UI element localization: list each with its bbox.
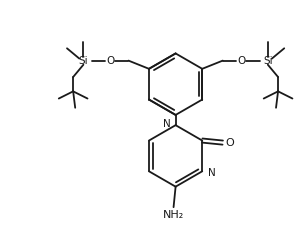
Text: O: O — [106, 56, 114, 66]
Text: NH₂: NH₂ — [163, 210, 184, 220]
Text: O: O — [225, 138, 234, 148]
Text: N: N — [208, 168, 216, 178]
Text: Si: Si — [79, 56, 88, 66]
Text: O: O — [237, 56, 245, 66]
Text: Si: Si — [263, 56, 273, 66]
Text: N: N — [163, 119, 170, 129]
